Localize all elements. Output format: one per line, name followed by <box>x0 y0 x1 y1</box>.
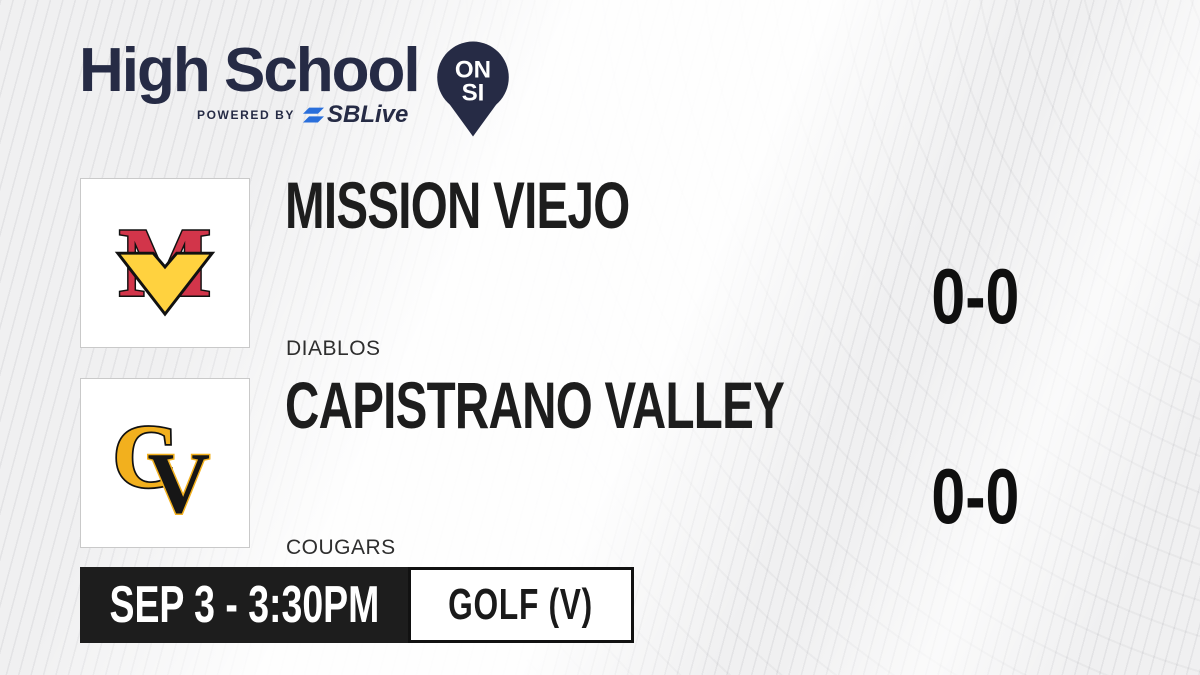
team-record: 0-0 <box>931 452 1019 540</box>
on-si-pin-icon: ON SI <box>437 41 509 137</box>
team-mascot: DIABLOS <box>286 337 381 360</box>
team-name: CAPISTRANO VALLEY <box>285 368 785 442</box>
sblive-wordmark-text: SBLive <box>327 101 409 128</box>
sblive-bolt-icon <box>303 107 325 122</box>
team-name: MISSION VIEJO <box>285 168 630 242</box>
team-row-2-logo-box: C V <box>80 378 250 548</box>
mission-viejo-logo: M <box>114 207 216 319</box>
team-row-1-logo-box: M <box>80 178 250 348</box>
capistrano-valley-logo: C V <box>111 404 212 522</box>
cv-letter-c: C <box>113 406 178 507</box>
game-event-badge: GOLF (V) <box>408 567 634 643</box>
cv-letter-v: V <box>148 435 210 522</box>
team-record: 0-0 <box>931 252 1019 340</box>
game-datetime-badge: SEP 3 - 3:30PM <box>80 567 408 643</box>
pin-text-si: SI <box>462 80 485 107</box>
sblive-logo: SBLive <box>303 103 408 127</box>
powered-by-row: POWERED BY SBLive <box>197 102 408 128</box>
powered-by-label: POWERED BY <box>197 108 296 122</box>
brand-title: High School <box>79 36 421 105</box>
mv-letter-v-shape <box>114 251 216 317</box>
pin-text-on: ON <box>455 56 491 83</box>
team-mascot: COUGARS <box>286 536 396 559</box>
